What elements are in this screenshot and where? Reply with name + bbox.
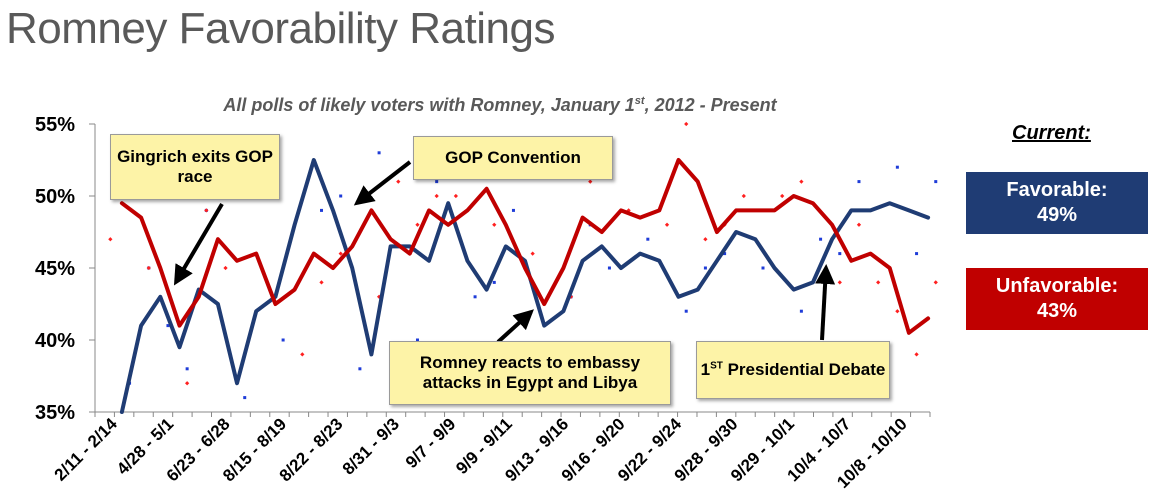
favorable-poll-point <box>243 396 247 400</box>
current-label: Current: <box>1012 122 1091 144</box>
unfavorable-poll-point <box>664 222 670 227</box>
unfavorable-label: Unfavorable: <box>995 275 1119 297</box>
chart-subtitle: All polls of likely voters with Romney, … <box>0 95 1000 116</box>
favorable-poll-point <box>723 252 727 256</box>
favorable-series-line <box>119 158 931 414</box>
unfavorable-poll-point <box>204 208 209 213</box>
favorable-poll-point <box>377 151 381 155</box>
chart-axes <box>89 123 931 417</box>
favorable-poll-point <box>281 338 285 342</box>
favorable-poll-point <box>799 309 803 313</box>
unfavorable-poll-point <box>588 179 593 184</box>
unfavorable-poll-point <box>185 381 190 386</box>
unfavorable-box: Unfavorable: 43% <box>966 268 1148 330</box>
arrow-gingrich <box>173 202 224 286</box>
unfavorable-poll-point <box>146 265 151 271</box>
favorable-poll-point <box>934 180 938 184</box>
unfavorable-poll-point <box>319 280 324 285</box>
favorable-poll-point <box>415 338 419 342</box>
unfavorable-poll-point <box>780 193 785 199</box>
unfavorable-poll-point <box>108 237 113 242</box>
subtitle-tail: , 2012 - Present <box>644 95 777 115</box>
favorable-poll-point <box>838 252 842 256</box>
favorable-poll-point <box>895 165 899 169</box>
callout-debate: 1ST Presidential Debate <box>696 341 890 399</box>
y-tick-label: 40% <box>35 330 75 352</box>
favorable-poll-point <box>473 295 477 299</box>
unfavorable-poll-point <box>895 309 900 314</box>
callout-debate-post: Presidential Debate <box>722 359 886 379</box>
unfavorable-poll-point <box>453 193 458 199</box>
unfavorable-poll-point <box>741 193 746 199</box>
favorable-poll-point <box>646 237 650 241</box>
unfavorable-poll-point <box>415 222 420 227</box>
favorable-poll-point <box>703 266 707 270</box>
favorable-poll-point <box>185 367 189 371</box>
subtitle-main: All polls of likely voters with Romney, … <box>223 95 635 115</box>
favorable-poll-point <box>492 280 496 284</box>
arrow-embassy <box>496 309 534 344</box>
favorable-poll-point <box>819 237 823 241</box>
callout-gingrich: Gingrich exits GOP race <box>110 134 280 200</box>
unfavorable-poll-point <box>492 222 497 227</box>
favorable-poll-point <box>320 208 324 212</box>
favorable-poll-point <box>166 324 170 328</box>
favorable-poll-point <box>358 367 362 371</box>
x-tick-label: 9/7 - 9/9 <box>402 414 460 472</box>
y-tick-label: 45% <box>35 258 75 280</box>
y-tick-label: 50% <box>35 186 75 208</box>
annotation-arrows <box>173 160 836 344</box>
unfavorable-poll-point <box>876 280 881 285</box>
x-tick-label: 8/31 - 9/3 <box>339 414 403 478</box>
unfavorable-poll-point <box>933 280 938 285</box>
chart-title: Romney Favorability Ratings <box>6 4 555 53</box>
unfavorable-poll-point <box>799 179 804 184</box>
unfavorable-poll-point <box>914 352 919 357</box>
favorable-poll-point <box>857 180 861 184</box>
unfavorable-poll-point <box>837 280 842 285</box>
favorable-poll-point <box>915 252 919 256</box>
favorable-box: Favorable: 49% <box>966 172 1148 234</box>
unfavorable-poll-point <box>703 237 708 242</box>
unfavorable-poll-point <box>434 193 439 199</box>
unfavorable-poll-point <box>338 251 343 256</box>
unfavorable-poll-point <box>684 121 689 127</box>
callout-embassy: Romney reacts to embassy attacks in Egyp… <box>389 341 671 405</box>
favorable-value: 49% <box>1036 204 1078 226</box>
unfavorable-poll-point <box>530 251 535 256</box>
y-tick-label: 55% <box>35 114 75 136</box>
callout-convention: GOP Convention <box>413 136 613 180</box>
unfavorable-poll-point <box>300 352 305 357</box>
unfavorable-poll-point <box>856 222 862 227</box>
favorable-label: Favorable: <box>1006 179 1108 201</box>
favorable-poll-point <box>511 208 515 212</box>
favorable-poll-point <box>435 180 439 184</box>
x-tick-label: 2/11 - 2/14 <box>51 414 122 485</box>
favorable-poll-point <box>761 266 765 270</box>
unfavorable-poll-point <box>223 265 228 271</box>
favorable-poll-point <box>607 266 611 270</box>
subtitle-sup: st <box>634 95 645 107</box>
y-tick-label: 35% <box>35 402 75 424</box>
callout-debate-sup: ST <box>710 360 723 372</box>
unfavorable-series-line <box>119 158 931 335</box>
favorable-poll-point <box>684 309 688 313</box>
unfavorable-poll-point <box>396 179 401 184</box>
callout-debate-pre: 1 <box>700 359 711 379</box>
arrow-debate <box>815 264 836 341</box>
favorable-poll-point <box>339 194 343 198</box>
arrow-convention <box>353 160 412 206</box>
series-lines <box>119 158 931 414</box>
unfavorable-value: 43% <box>1036 300 1078 322</box>
